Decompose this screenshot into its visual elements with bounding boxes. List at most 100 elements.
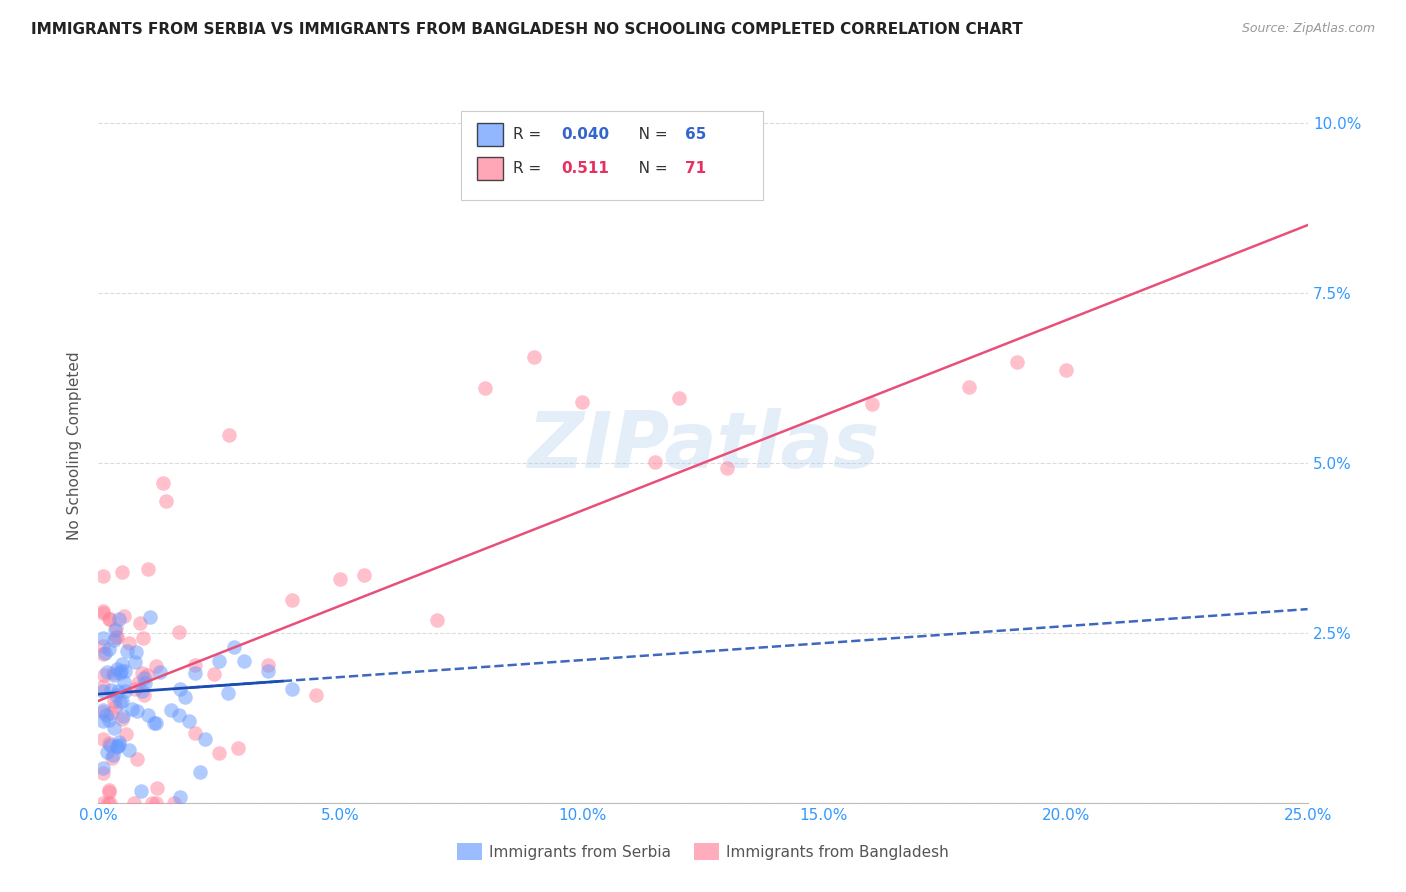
Text: 65: 65 [685, 127, 706, 142]
Point [91, 679, 114, 693]
Point [125, 751, 148, 765]
Text: R =: R = [513, 127, 547, 142]
Point [163, 796, 186, 810]
Point [232, 654, 254, 668]
Point [474, 381, 496, 395]
Point [194, 731, 217, 746]
Point [91, 714, 114, 728]
Point [111, 565, 134, 579]
Point [114, 664, 136, 678]
Y-axis label: No Schooling Completed: No Schooling Completed [67, 351, 83, 541]
Point [136, 562, 159, 576]
Point [184, 725, 207, 739]
Point [100, 683, 122, 698]
Point [98, 713, 121, 727]
Point [104, 623, 127, 637]
Point [957, 380, 980, 394]
Point [96, 707, 118, 722]
Point [124, 655, 146, 669]
Point [226, 740, 249, 755]
Point [103, 722, 125, 736]
Point [91, 761, 114, 775]
Point [256, 664, 278, 678]
Text: Source: ZipAtlas.com: Source: ZipAtlas.com [1241, 22, 1375, 36]
Point [91, 606, 114, 620]
Point [104, 700, 127, 714]
Point [91, 796, 114, 810]
Text: 0.511: 0.511 [561, 161, 609, 177]
Point [91, 569, 114, 583]
Point [108, 735, 131, 749]
Point [716, 460, 738, 475]
Point [115, 727, 138, 741]
Point [1054, 363, 1077, 377]
Point [121, 702, 143, 716]
Point [91, 647, 114, 661]
Text: 0.040: 0.040 [561, 127, 610, 142]
Point [103, 632, 125, 647]
Point [105, 739, 128, 753]
Point [177, 714, 200, 728]
Point [98, 642, 121, 657]
Point [91, 705, 114, 719]
Point [108, 612, 131, 626]
FancyBboxPatch shape [477, 157, 503, 180]
Point [167, 625, 190, 640]
Point [329, 572, 352, 586]
Point [98, 783, 121, 797]
Point [112, 708, 135, 723]
Point [145, 715, 167, 730]
Point [114, 683, 136, 698]
Point [101, 747, 124, 762]
Point [93, 668, 115, 682]
Point [218, 428, 240, 442]
Point [169, 790, 191, 805]
Text: N =: N = [624, 127, 673, 142]
Point [131, 683, 153, 698]
FancyBboxPatch shape [477, 123, 503, 145]
Point [208, 654, 231, 668]
Text: 71: 71 [685, 161, 706, 177]
Point [135, 668, 157, 682]
Point [111, 694, 134, 708]
Point [125, 704, 148, 718]
Point [138, 610, 160, 624]
Point [112, 609, 135, 624]
Point [134, 675, 156, 690]
Point [91, 631, 114, 645]
Point [281, 593, 304, 607]
Point [184, 657, 207, 672]
Point [124, 796, 146, 810]
Point [91, 765, 114, 780]
Point [98, 796, 121, 810]
Point [97, 611, 120, 625]
Point [111, 657, 134, 671]
Point [644, 455, 666, 469]
Point [127, 676, 149, 690]
Text: ZIPatlas: ZIPatlas [527, 408, 879, 484]
Point [115, 643, 138, 657]
Point [152, 475, 174, 490]
Point [136, 707, 159, 722]
Point [98, 785, 121, 799]
Point [145, 780, 167, 795]
Point [96, 665, 118, 679]
Point [103, 694, 125, 708]
Point [110, 695, 132, 709]
Point [217, 686, 239, 700]
Point [125, 645, 148, 659]
Point [860, 397, 883, 411]
Point [97, 796, 120, 810]
Point [426, 613, 449, 627]
Point [145, 659, 167, 673]
Point [141, 796, 163, 810]
Point [110, 665, 132, 679]
Point [131, 666, 153, 681]
Point [105, 740, 128, 755]
Point [98, 612, 121, 626]
Point [108, 665, 131, 680]
Point [184, 666, 207, 681]
Point [111, 713, 134, 727]
Point [128, 615, 150, 630]
Point [222, 640, 245, 655]
